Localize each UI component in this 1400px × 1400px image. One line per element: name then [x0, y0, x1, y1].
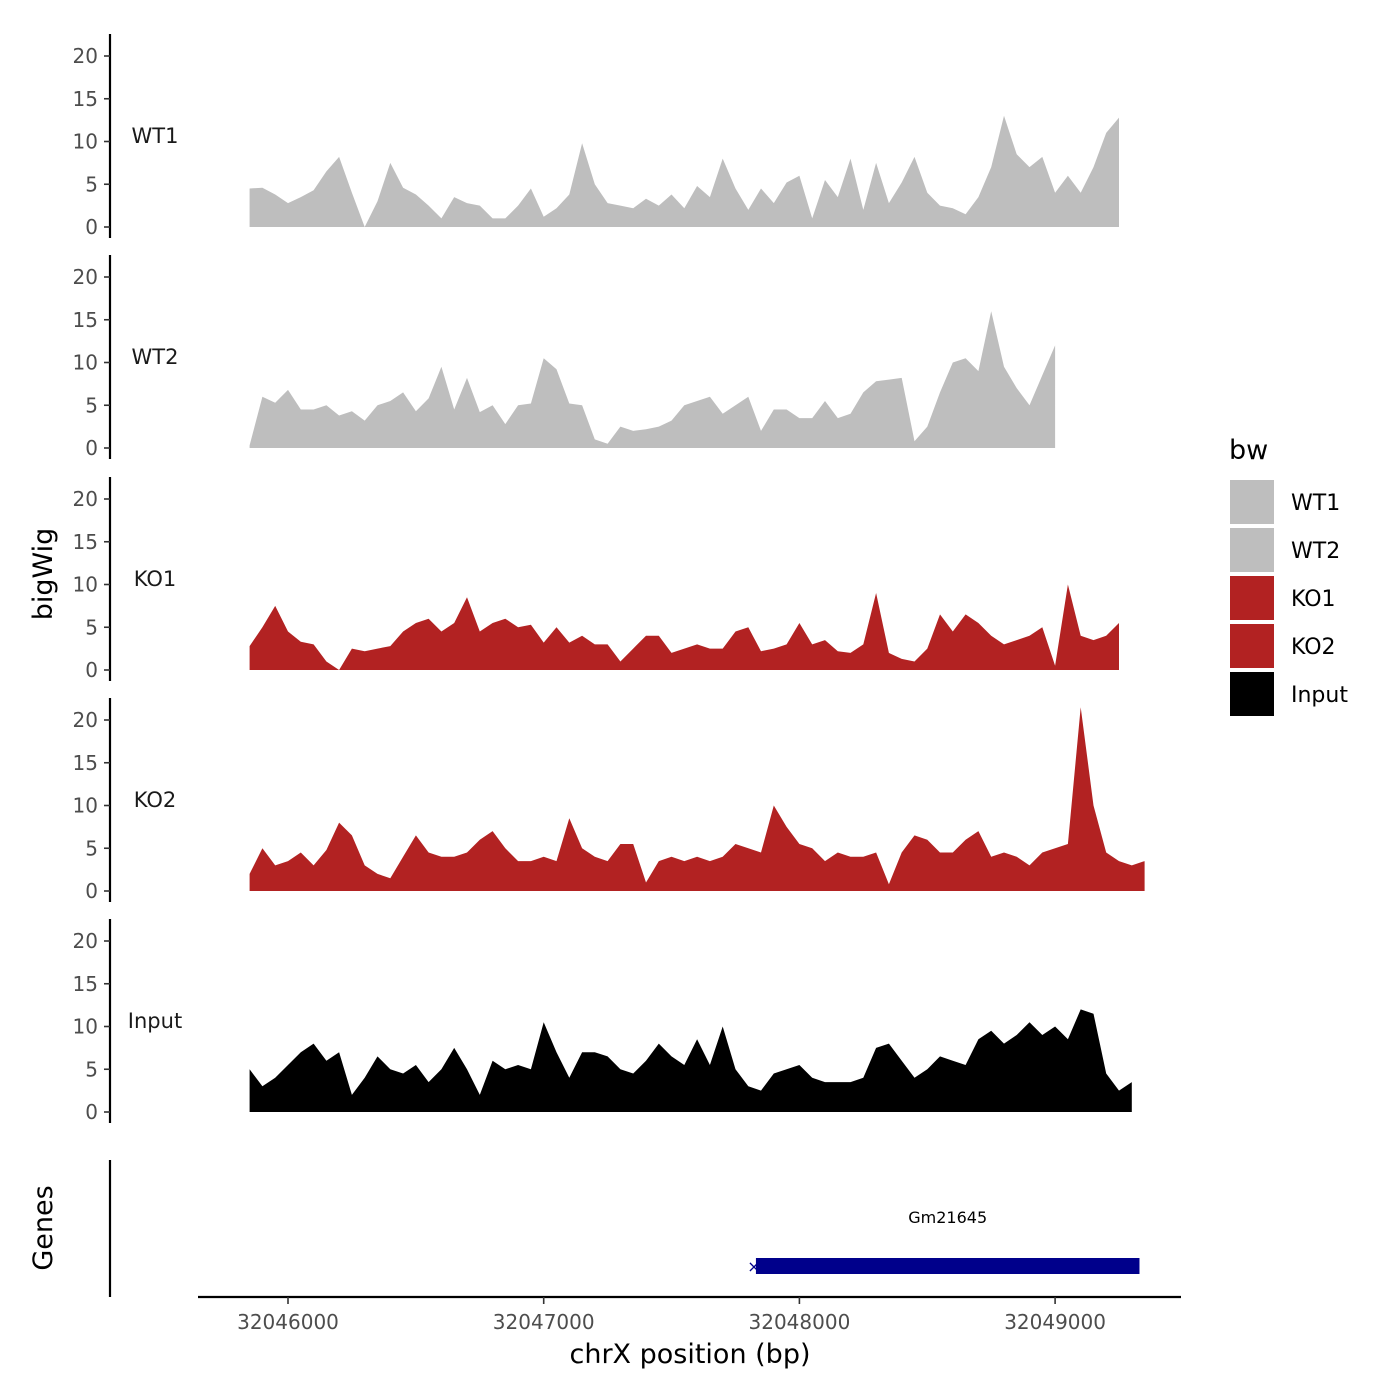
- y-tick-label: 5: [85, 393, 98, 417]
- track-label: KO2: [134, 788, 177, 812]
- x-tick-label: 32046000: [237, 1310, 339, 1334]
- track-ko1: 0 5 10 15 20 KO1: [73, 477, 1120, 682]
- track-wt1: 0 5 10 15 20 WT1: [73, 34, 1120, 239]
- signal-area: [249, 311, 1056, 448]
- y-tick-label: 5: [85, 172, 98, 196]
- x-tick-label: 32049000: [1004, 1310, 1106, 1334]
- y-tick-label: 10: [73, 573, 98, 597]
- y-tick-label: 20: [73, 44, 98, 68]
- genes-axis-title: Genes: [28, 1185, 59, 1270]
- legend-label: Input: [1291, 683, 1348, 708]
- legend-label: KO1: [1291, 587, 1336, 612]
- y-tick-label: 5: [85, 836, 98, 860]
- legend-key-ko2: [1230, 624, 1274, 668]
- track-ko2: 0 5 10 15 20 KO2: [73, 698, 1145, 903]
- gene-body: [755, 1258, 1140, 1274]
- legend-label: WT2: [1291, 539, 1340, 564]
- y-tick-label: 0: [85, 879, 98, 903]
- y-tick-label: 20: [73, 708, 98, 732]
- track-panels: 0 5 10 15 20 WT1 0 5 10 15 20 WT2 0 5 10 15 20 KO1 0 5 10 15 2…: [73, 34, 1145, 1124]
- y-tick-label: 15: [73, 972, 98, 996]
- legend-key-wt1: [1230, 480, 1274, 524]
- gene-start-marker: ×: [747, 1257, 760, 1276]
- y-axis-title: bigWig: [28, 528, 59, 621]
- track-wt2: 0 5 10 15 20 WT2: [73, 255, 1056, 460]
- y-tick-label: 0: [85, 658, 98, 682]
- y-tick-label: 15: [73, 751, 98, 775]
- legend-key-input: [1230, 672, 1274, 716]
- gene-label: Gm21645: [908, 1208, 987, 1227]
- legend-label: KO2: [1291, 635, 1336, 660]
- y-tick-label: 10: [73, 351, 98, 375]
- x-axis-title: chrX position (bp): [569, 1339, 810, 1370]
- legend-key-ko1: [1230, 576, 1274, 620]
- x-axis: 32046000 32047000 32048000 32049000: [198, 1295, 1181, 1334]
- track-label: KO1: [134, 567, 177, 591]
- track-label: WT2: [132, 345, 179, 369]
- signal-area: [249, 584, 1120, 670]
- y-tick-label: 20: [73, 929, 98, 953]
- y-tick-label: 0: [85, 436, 98, 460]
- y-tick-label: 10: [73, 794, 98, 818]
- y-tick-label: 15: [73, 308, 98, 332]
- legend-title: bw: [1229, 435, 1268, 466]
- signal-area: [249, 115, 1120, 227]
- signal-area: [249, 1009, 1132, 1112]
- y-tick-label: 20: [73, 487, 98, 511]
- x-tick-label: 32047000: [493, 1310, 595, 1334]
- x-tick-label: 32048000: [749, 1310, 851, 1334]
- y-tick-label: 15: [73, 530, 98, 554]
- legend-label: WT1: [1291, 491, 1340, 516]
- y-tick-label: 20: [73, 265, 98, 289]
- y-tick-label: 0: [85, 1100, 98, 1124]
- track-input: 0 5 10 15 20 Input: [73, 919, 1132, 1124]
- y-tick-label: 0: [85, 215, 98, 239]
- y-tick-label: 10: [73, 130, 98, 154]
- y-tick-label: 5: [85, 1057, 98, 1081]
- track-label: WT1: [132, 124, 179, 148]
- legend: bw WT1 WT2 KO1 KO2 Input: [1229, 435, 1348, 716]
- y-tick-label: 15: [73, 87, 98, 111]
- signal-area: [249, 707, 1145, 891]
- y-tick-label: 10: [73, 1015, 98, 1039]
- genes-panel: × Gm21645: [108, 1160, 1140, 1297]
- track-label: Input: [128, 1009, 182, 1033]
- y-tick-label: 5: [85, 615, 98, 639]
- legend-key-wt2: [1230, 528, 1274, 572]
